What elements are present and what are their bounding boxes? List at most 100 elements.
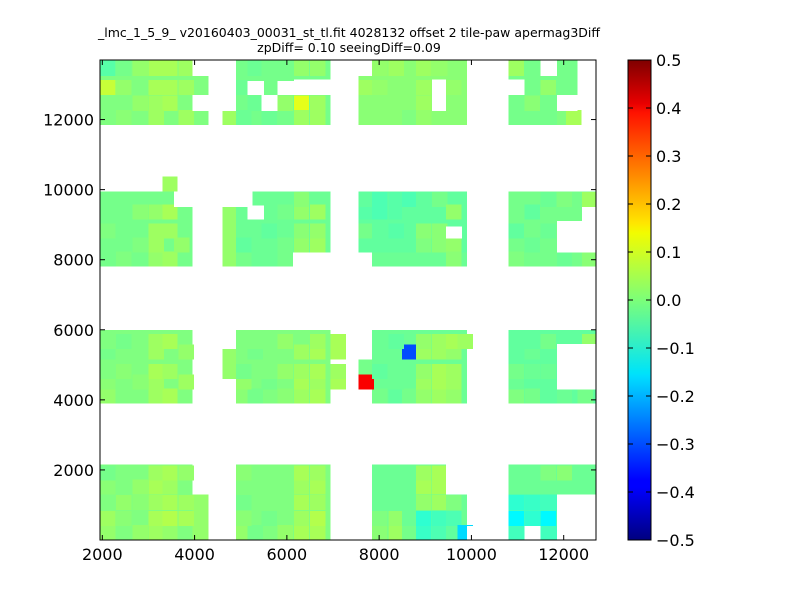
heatmap-cell [388, 374, 404, 390]
heatmap-cell [162, 495, 178, 511]
heatmap-cell [416, 95, 432, 111]
heatmap-cell [388, 192, 404, 208]
heatmap-cell [309, 237, 326, 253]
empty-cell [556, 343, 596, 390]
heatmap-cell [416, 465, 432, 481]
heatmap-cell [309, 60, 326, 76]
tile-block [222, 207, 237, 267]
heatmap-cell [556, 465, 573, 481]
heatmap-cell [372, 333, 388, 350]
heatmap-cell [100, 60, 116, 76]
heatmap-cell [236, 510, 252, 526]
heatmap-cell [178, 510, 194, 526]
heatmap-cell [524, 510, 540, 526]
heatmap-cell [540, 192, 557, 208]
x-axis: 2000 4000 6000 8000 10000 12000 [82, 60, 589, 564]
heatmap-cell [236, 363, 252, 379]
heatmap-cell [100, 363, 116, 379]
heatmap-cell [148, 60, 164, 76]
heatmap-cell [372, 524, 388, 540]
heatmap-cell [416, 60, 432, 76]
heatmap-cell [132, 479, 148, 495]
empty-cell [236, 191, 253, 208]
heatmap-cell [524, 495, 540, 511]
empty-cell [446, 464, 467, 495]
heatmap-cell [178, 374, 194, 390]
heatmap-cell [432, 388, 448, 404]
heatmap-cell [132, 237, 148, 253]
heatmap-cell [540, 363, 557, 379]
heatmap-cell [261, 192, 277, 208]
heatmap-cell [293, 192, 310, 208]
heatmap-cell [540, 495, 557, 511]
heatmap-cell [446, 204, 462, 220]
heatmap-cell [309, 479, 326, 495]
heatmap-cell [132, 495, 148, 511]
heatmap-cell [162, 79, 178, 96]
heatmap-cell [116, 251, 132, 267]
colorbar-tick-label: −0.4 [656, 483, 695, 502]
heatmap-cell [148, 363, 164, 379]
empty-cell [577, 60, 596, 76]
heatmap-cell [309, 495, 326, 511]
empty-cell [247, 205, 264, 220]
tile-block [372, 252, 467, 267]
x-tick-label: 6000 [267, 545, 308, 564]
heatmap-cell [446, 495, 462, 511]
heatmap-cell [247, 524, 264, 540]
empty-cell [247, 81, 264, 96]
heatmap-cell [247, 60, 264, 76]
heatmap-cell [432, 510, 448, 526]
y-tick-label: 2000 [53, 461, 94, 480]
heatmap-cell [277, 204, 294, 220]
colorbar-ticks: 0.5 0.4 0.3 0.2 0.1 0.0 −0.1 −0.2 −0.3 −0.4 −0.5 [628, 51, 695, 550]
heatmap-cells [100, 60, 596, 540]
heatmap-cell [524, 388, 540, 404]
heatmap-cell [524, 60, 540, 76]
heatmap-cell [116, 363, 132, 379]
heatmap-cell [372, 204, 388, 220]
empty-cell [192, 95, 209, 111]
heatmap-cell [446, 79, 462, 96]
heatmap-cell [402, 363, 418, 379]
colorbar-gradient [628, 60, 651, 540]
empty-cell [556, 95, 578, 111]
heatmap-cell [432, 495, 448, 511]
heatmap-cell [416, 524, 432, 540]
heatmap-cell [148, 223, 164, 239]
heatmap-cell [388, 333, 404, 350]
empty-cell [556, 221, 583, 253]
heatmap-cell [416, 333, 432, 350]
heatmap-cell [148, 465, 164, 481]
heatmap-cell [100, 223, 116, 239]
heatmap-cell [540, 79, 557, 96]
heatmap-cell [293, 363, 310, 379]
heatmap-cell [293, 524, 310, 540]
colorbar-tick-label: −0.5 [656, 531, 695, 550]
heatmap-cell [402, 192, 418, 208]
heatmap-cell [402, 204, 418, 220]
heatmap-cell [162, 223, 178, 239]
x-tick-label: 2000 [82, 545, 123, 564]
y-tick-label: 12000 [43, 111, 94, 130]
heatmap-cell [524, 251, 540, 267]
heatmap-cell [162, 60, 178, 76]
heatmap-cell [309, 109, 326, 125]
heatmap-cell [446, 251, 462, 267]
heatmap-cell [416, 109, 432, 125]
heatmap-cell [236, 495, 252, 511]
heatmap-cell [372, 388, 388, 404]
empty-cell [432, 95, 447, 111]
colorbar-tick-label: −0.3 [656, 435, 695, 454]
empty-cell [192, 60, 209, 76]
heatmap-cell [116, 465, 132, 481]
heatmap-cell [524, 363, 540, 379]
heatmap-cell [162, 251, 178, 267]
heatmap-cell [293, 495, 310, 511]
heatmap-cell [261, 109, 277, 125]
heatmap-cell [432, 237, 448, 253]
heatmap-cell [524, 333, 540, 350]
heatmap-cell [446, 237, 462, 253]
heatmap-cell [148, 388, 164, 404]
tile-block [192, 494, 209, 540]
